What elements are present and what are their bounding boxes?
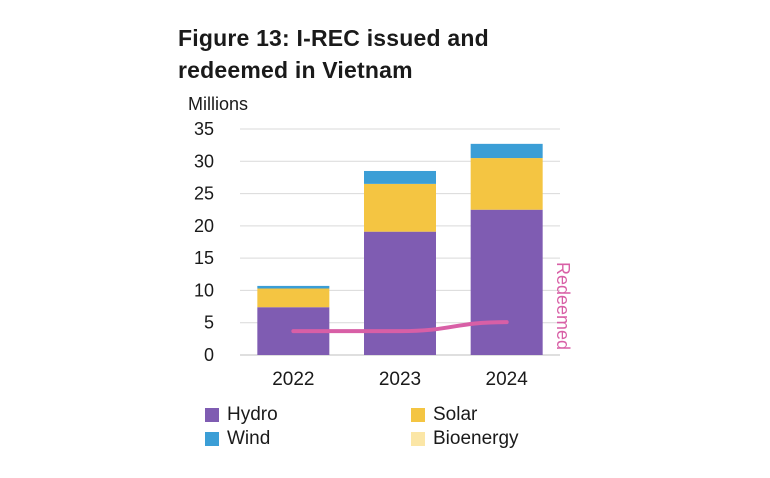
legend-swatch: [205, 432, 219, 446]
legend-label: Hydro: [227, 404, 278, 425]
redeemed-label: Redeemed: [553, 262, 573, 350]
legend-item-hydro: Hydro: [205, 404, 411, 426]
bar-hydro-2023: [364, 231, 436, 355]
legend-item-solar: Solar: [411, 404, 601, 426]
bar-wind-2022: [257, 285, 330, 289]
chart-title-line2: redeemed in Vietnam: [178, 57, 413, 83]
legend-swatch: [205, 408, 219, 422]
y-tick-label: 0: [204, 345, 214, 365]
y-tick-label: 5: [204, 313, 214, 333]
y-tick-label: 15: [194, 248, 214, 268]
y-tick-label: 10: [194, 280, 214, 300]
bar-solar-2022: [257, 288, 330, 308]
x-tick-label: 2022: [272, 369, 314, 390]
legend-label: Wind: [227, 428, 271, 449]
bars: [257, 143, 543, 355]
y-tick-label: 25: [194, 184, 214, 204]
chart-title: Figure 13: I-REC issued and redeemed in …: [178, 22, 489, 86]
bar-solar-2023: [364, 183, 436, 232]
y-axis: Millions 0 5 10 15 20 25 30 35: [188, 94, 248, 365]
legend-swatch: [411, 408, 425, 422]
y-axis-label: Millions: [188, 94, 248, 114]
x-tick-label: 2024: [486, 369, 529, 390]
legend-item-bioenergy: Bioenergy: [411, 428, 601, 450]
x-axis: 2022 2023 2024: [272, 369, 528, 390]
y-tick-label: 30: [194, 151, 214, 171]
bar-wind-2023: [364, 170, 436, 184]
redeemed-line: [291, 320, 509, 334]
legend-label: Solar: [433, 404, 478, 425]
legend-item-wind: Wind: [205, 428, 411, 450]
y-tick-label: 35: [194, 119, 214, 139]
legend-swatch: [411, 432, 425, 446]
redeemed-line-group: Redeemed: [291, 262, 573, 350]
legend-label: Bioenergy: [433, 428, 519, 449]
bar-solar-2024: [470, 158, 543, 210]
bar-hydro-2024: [470, 209, 543, 355]
legend: Hydro Solar Wind Bioenergy: [205, 404, 605, 450]
bar-wind-2024: [470, 143, 543, 159]
chart-plot: Millions 0 5 10 15 20 25 30 35 2022 2023 2024 Red…: [188, 94, 573, 390]
chart-title-line1: Figure 13: I-REC issued and: [178, 25, 489, 51]
x-tick-label: 2023: [379, 369, 421, 390]
y-tick-label: 20: [194, 216, 214, 236]
